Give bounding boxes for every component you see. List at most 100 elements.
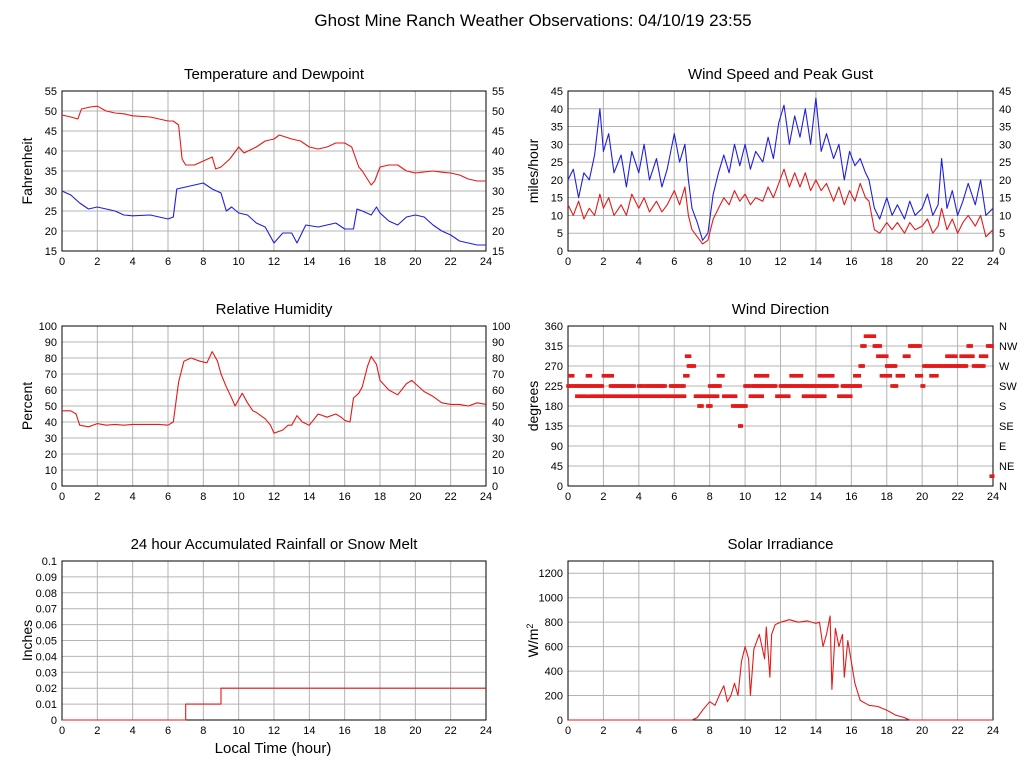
solar-y-tick-label: 400 [545,666,563,678]
rain-y-axis-label: Inches [19,620,35,661]
rh-right-tick-label: 10 [492,465,504,477]
temp-y-tick-label: 25 [45,206,57,218]
wdir-point [901,373,906,378]
wdir-x-tick-label: 16 [845,491,857,503]
rh-x-tick-label: 24 [480,491,492,503]
temp-y-tick-label: 50 [45,106,57,118]
rain-y-tick-label: 0.03 [36,667,57,679]
wind-right-tick-label: 45 [999,86,1011,98]
rain-x-tick-label: 16 [339,725,351,737]
temp-y-tick-label: 15 [45,246,57,258]
solar-y-tick-label: 600 [545,642,563,654]
wdir-point [765,373,770,378]
wdir-point [718,384,722,388]
temp-y-tick-label: 30 [45,186,57,198]
wdir-point [747,384,752,388]
wdir-point [687,354,692,359]
rh-right-tick-label: 80 [492,353,504,365]
rh-y-axis-label: Percent [19,382,35,430]
wdir-y-tick-label: 90 [551,441,563,453]
wdir-point [830,373,835,378]
wdir-point [641,384,646,388]
wdir-point [709,404,713,408]
wdir-point [786,394,791,399]
solar-y-tick-label: 0 [557,715,563,727]
rain-x-tick-label: 0 [59,725,65,737]
wind-x-tick-label: 24 [987,256,999,268]
wind-y-axis-label: miles/hour [525,138,541,203]
wdir-point [632,384,636,388]
wdir-point [682,394,687,399]
solar-x-tick-label: 20 [916,725,928,737]
wdir-point [888,373,893,378]
temp-right-tick-label: 40 [492,146,504,158]
wdir-point [610,373,615,378]
wdir-point [721,373,725,378]
wdir-x-tick-label: 20 [916,491,928,503]
wind-x-tick-label: 18 [881,256,893,268]
wdir-compass-label: SE [999,421,1014,433]
temp-y-tick-label: 40 [45,146,57,158]
wdir-point [878,344,883,348]
rain-y-tick-label: 0.04 [36,651,57,663]
wdir-point [600,384,605,388]
rh-y-tick-label: 90 [45,337,57,349]
wdir-x-tick-label: 14 [810,491,822,503]
wdir-x-tick-label: 22 [951,491,963,503]
wdir-point [971,354,975,359]
wdir-point [964,364,969,368]
wdir-y-tick-label: 360 [545,321,563,333]
temp-x-tick-label: 20 [409,256,421,268]
rain-x-tick-label: 4 [130,725,136,737]
wind-series-line-0 [567,97,994,241]
wdir-point [990,344,994,348]
wind-right-tick-label: 20 [999,175,1011,187]
rh-right-tick-label: 0 [492,481,498,493]
wind-y-tick-label: 45 [551,86,563,98]
wind-plot-frame [567,90,994,252]
rh-y-tick-label: 60 [45,385,57,397]
rain-x-tick-label: 14 [303,725,315,737]
wdir-point [700,404,704,408]
rain-x-tick-label: 24 [480,725,492,737]
wdir-compass-label: NW [999,341,1018,353]
rain-x-tick-label: 2 [94,725,100,737]
temp-title: Temperature and Dewpoint [184,66,365,83]
wind-right-tick-label: 10 [999,210,1011,222]
wind-y-tick-label: 0 [557,246,563,258]
rain-y-tick-label: 0.06 [36,620,57,632]
wdir-compass-label: E [999,441,1006,453]
temp-series-line-1 [61,182,486,246]
solar-x-tick-label: 2 [600,725,606,737]
solar-x-tick-label: 24 [987,725,999,737]
temp-right-tick-label: 30 [492,186,504,198]
wind-x-tick-label: 22 [951,256,963,268]
wdir-point [921,384,926,388]
wind-x-tick-label: 10 [739,256,751,268]
wind-series-line-1 [567,168,994,245]
solar-y-tick-label: 1200 [539,568,563,580]
wdir-point [857,373,862,378]
rain-x-tick-label: 22 [445,725,457,737]
rain-title: 24 hour Accumulated Rainfall or Snow Mel… [131,536,419,553]
wdir-point [812,394,816,399]
wdir-plot-frame [567,325,994,487]
wdir-point [872,334,877,339]
rh-plot-frame [61,325,487,487]
wdir-point [982,364,986,368]
rh-series-line-0 [62,351,487,434]
wdir-point [861,364,865,368]
wdir-point [907,354,911,359]
wind-right-tick-label: 35 [999,122,1011,134]
solar-x-tick-label: 8 [707,725,713,737]
wdir-point [884,354,889,359]
wind-y-tick-label: 10 [551,210,563,222]
temp-x-tick-label: 8 [200,256,206,268]
rh-y-tick-label: 70 [45,369,57,381]
wdir-point [858,384,862,388]
wdir-y-axis-label: degrees [525,381,541,432]
